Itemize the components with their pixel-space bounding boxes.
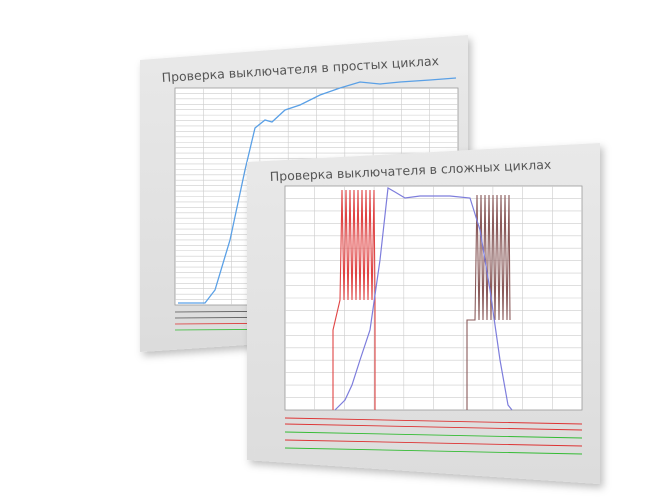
track: [284, 431, 583, 439]
plot-area: [284, 185, 583, 455]
track: [284, 439, 583, 447]
track: [284, 423, 583, 431]
front-panel: Проверка выключателя в сложных циклах: [247, 143, 600, 484]
curve: [332, 189, 376, 410]
track: [284, 447, 583, 455]
track: [284, 417, 583, 425]
curve: [178, 77, 457, 304]
curve: [466, 194, 511, 410]
curve: [334, 187, 513, 411]
